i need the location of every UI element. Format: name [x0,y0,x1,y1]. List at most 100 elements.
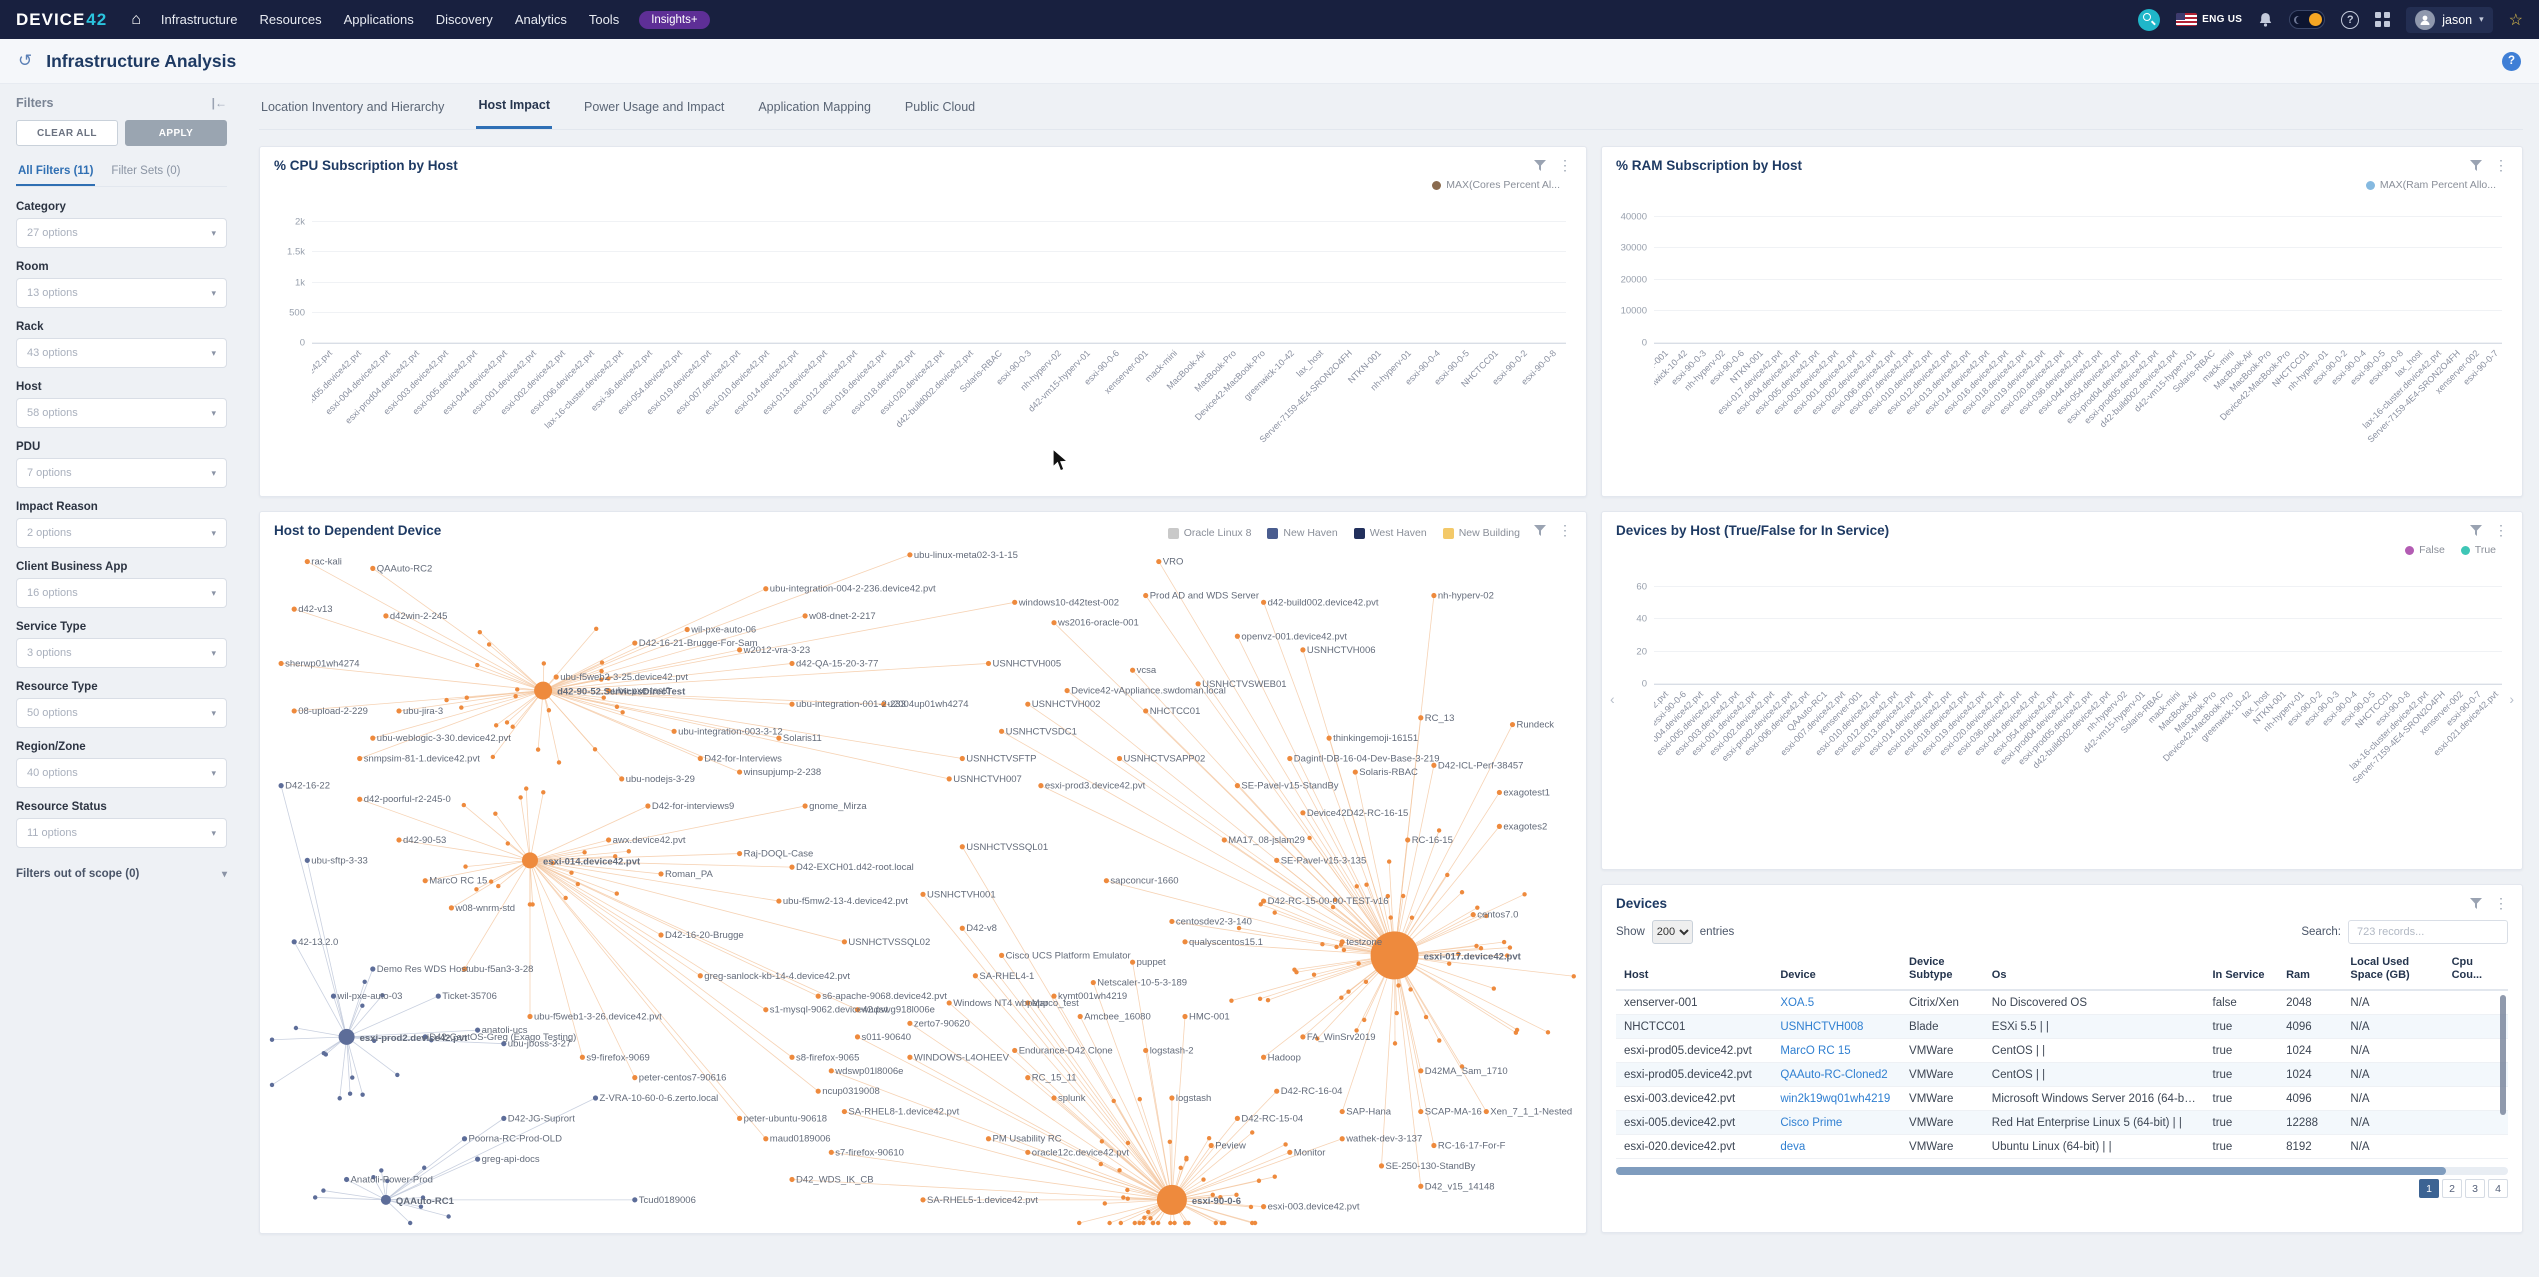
filter-icon[interactable] [1534,160,1546,171]
vertical-scrollbar[interactable] [2500,995,2506,1115]
dependency-graph[interactable]: rac-kali QAAuto-RC2 ubu-linux-meta02-3-1-1… [268,548,1578,1227]
help-icon[interactable]: ? [2341,10,2360,29]
table-search-input[interactable] [2348,920,2508,944]
column-header[interactable]: Device Subtype [1901,952,1984,992]
page-size-select[interactable]: 200 [1651,920,1693,944]
user-menu[interactable]: jason ▾ [2406,6,2493,33]
horizontal-scrollbar[interactable] [1616,1167,2508,1176]
filter-select[interactable]: 40 options ▾ [16,758,227,788]
collapse-sidebar-icon[interactable]: |← [211,96,227,110]
filter-select[interactable]: 3 options ▾ [16,638,227,668]
scroll-right-icon[interactable]: › [2509,690,2514,707]
table-row[interactable]: esxi-prod05.device42.pvt QAAuto-RC-Cloned… [1616,1062,2508,1088]
kebab-menu-icon[interactable]: ⋮ [1558,157,1572,173]
filter-tab[interactable]: All Filters (11) [16,160,96,186]
svg-text:RC-16-15: RC-16-15 [1412,835,1453,846]
svg-text:Rundeck: Rundeck [1517,720,1555,731]
kebab-menu-icon[interactable]: ⋮ [1558,522,1572,538]
apps-grid-icon[interactable] [2375,12,2391,27]
filter-select[interactable]: 11 options ▾ [16,818,227,848]
filter-select[interactable]: 58 options ▾ [16,398,227,428]
tab-location-inventory-and-hierarchy[interactable]: Location Inventory and Hierarchy [261,99,445,114]
nav-menu-item[interactable]: Tools [588,12,620,27]
filter-icon[interactable] [2470,525,2482,536]
filter-select[interactable]: 7 options ▾ [16,458,227,488]
device-link[interactable]: Cisco Prime [1780,1116,1843,1129]
column-header[interactable]: Local Used Space (GB) [2342,952,2444,992]
kebab-menu-icon[interactable]: ⋮ [2494,522,2508,538]
bell-icon[interactable] [2258,12,2273,28]
column-header[interactable]: Host [1616,952,1773,992]
device-link[interactable]: QAAuto-RC-Cloned2 [1780,1068,1888,1081]
nav-menu-item[interactable]: Applications [343,12,414,27]
column-header[interactable]: In Service [2204,952,2279,992]
table-row[interactable]: NHCTCC01 USNHCTVH008 Blade ESXi 5.5 | | true… [1616,1014,2508,1040]
device42-logo[interactable]: DEVICE 42 [16,10,107,30]
tab-application-mapping[interactable]: Application Mapping [758,99,871,114]
clear-all-button[interactable]: CLEAR ALL [16,120,118,146]
page-help-icon[interactable]: ? [2502,51,2521,71]
filter-select[interactable]: 2 options ▾ [16,518,227,548]
nav-menu-item[interactable]: Infrastructure [160,12,238,27]
svg-text:SE-250-130-StandBy: SE-250-130-StandBy [1386,1161,1476,1172]
tab-public-cloud[interactable]: Public Cloud [904,99,976,114]
svg-text:zerto7-90620: zerto7-90620 [914,1018,970,1029]
table-row[interactable]: esxi-003.device42.pvt win2k19wq01wh4219 VM… [1616,1086,2508,1112]
kebab-menu-icon[interactable]: ⋮ [2494,157,2508,173]
device-link[interactable]: MarcO RC 15 [1780,1044,1851,1057]
filter-icon[interactable] [2470,160,2482,171]
chart-legend: MAX(Cores Percent Al... [260,176,1586,194]
device-link[interactable]: win2k19wq01wh4219 [1780,1092,1891,1105]
page-button[interactable]: 3 [2465,1179,2485,1199]
insights-badge[interactable]: Insights+ [639,10,710,29]
column-header[interactable]: Device [1772,952,1902,992]
filter-icon[interactable] [1534,525,1546,536]
svg-text:logstash: logstash [1176,1093,1211,1104]
search-label: Search: [2301,926,2341,938]
device-link[interactable]: USNHCTVH008 [1780,1020,1864,1033]
theme-toggle[interactable] [2289,10,2326,29]
filter-select[interactable]: 13 options ▾ [16,278,227,308]
table-row[interactable]: esxi-020.device42.pvt deva VMWare Ubuntu Li… [1616,1134,2508,1160]
tab-power-usage-and-impact[interactable]: Power Usage and Impact [583,99,725,114]
scroll-left-icon[interactable]: ‹ [1610,690,1615,707]
page-button[interactable]: 4 [2488,1179,2508,1199]
home-icon[interactable]: ⌂ [131,10,141,28]
apply-button[interactable]: APPLY [125,120,227,146]
column-header[interactable]: Ram [2278,952,2343,992]
search-icon[interactable] [2138,8,2161,31]
favorite-star-icon[interactable]: ☆ [2508,11,2523,29]
chevron-down-icon: ▾ [211,767,216,778]
filter-select[interactable]: 50 options ▾ [16,698,227,728]
filter-select[interactable]: 16 options ▾ [16,578,227,608]
table-row[interactable]: xenserver-001 XOA.5 Citrix/Xen No Discovere… [1616,990,2508,1016]
column-header[interactable]: Cpu Cou... [2443,952,2508,992]
table-row[interactable]: esxi-prod05.device42.pvt MarcO RC 15 VMWar… [1616,1038,2508,1064]
filter-label: Room [16,261,49,273]
column-header[interactable]: Os [1983,952,2205,992]
filter-tab[interactable]: Filter Sets (0) [111,165,181,177]
nav-menu-item[interactable]: Resources [259,12,322,27]
filter-icon[interactable] [2470,898,2482,909]
svg-text:wil-pxe-auto-06: wil-pxe-auto-06 [690,624,756,635]
out-of-scope-label: Filters out of scope (0) [16,868,140,880]
page-button[interactable]: 2 [2442,1179,2462,1199]
svg-text:WINDOWS-L4OHEEV: WINDOWS-L4OHEEV [914,1052,1010,1063]
tab-host-impact[interactable]: Host Impact [476,84,552,129]
svg-text:HMC-001: HMC-001 [1189,1012,1230,1023]
table-row[interactable]: esxi-005.device42.pvt Cisco Prime VMWare Re… [1616,1110,2508,1136]
device-link[interactable]: XOA.5 [1780,996,1815,1009]
svg-text:puppet: puppet [1137,957,1166,968]
device-link[interactable]: deva [1780,1140,1806,1153]
page-button[interactable]: 1 [2419,1179,2439,1199]
svg-text:Raj-DOQL-Case: Raj-DOQL-Case [744,849,814,860]
filters-out-of-scope[interactable]: Filters out of scope (0) ▾ [16,868,227,880]
svg-text:maud0189006: maud0189006 [770,1134,831,1145]
filter-select[interactable]: 27 options ▾ [16,218,227,248]
nav-menu-item[interactable]: Analytics [514,12,567,27]
language-selector[interactable]: ENG US [2176,13,2242,26]
refresh-back-icon[interactable]: ↺ [18,51,33,70]
kebab-menu-icon[interactable]: ⋮ [2494,895,2508,911]
filter-select[interactable]: 43 options ▾ [16,338,227,368]
nav-menu-item[interactable]: Discovery [435,12,493,27]
